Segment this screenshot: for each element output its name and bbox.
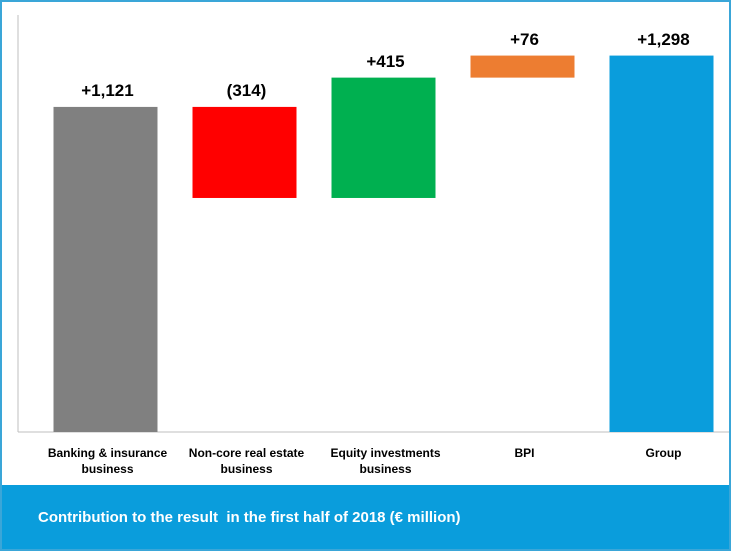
value-label: +1,121 (81, 80, 134, 100)
bar (470, 55, 575, 78)
bar (53, 106, 158, 432)
x-tick-label: Non-core real estate business (188, 446, 305, 476)
bar (192, 106, 297, 198)
plot-area (17, 15, 729, 433)
x-tick-label: Group (645, 446, 682, 460)
chart-title: Contribution to the result in the first … (38, 509, 461, 526)
title-banner: Contribution to the result in the first … (2, 485, 729, 549)
value-label: +415 (366, 51, 405, 71)
value-label: +76 (510, 29, 539, 49)
value-label: +1,298 (637, 29, 690, 49)
x-tick-label: Banking & insurance business (47, 446, 168, 476)
x-tick-label: BPI (514, 446, 535, 460)
bar (609, 55, 714, 433)
value-label: (314) (226, 80, 267, 100)
x-tick-label: Equity investments business (330, 446, 441, 476)
bar (331, 77, 436, 198)
